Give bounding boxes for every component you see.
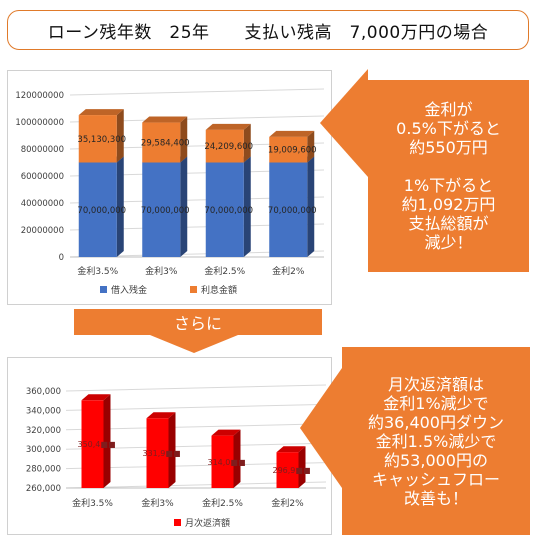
bar-interest [205,129,244,163]
x-tick-label: 金利3.5% [72,497,113,509]
callout1-line: 約550万円 [409,138,488,157]
bar-monthly [81,400,104,488]
x-tick-label: 金利3.5% [77,265,118,277]
legend-entry: 月次返済額 [185,517,230,529]
legend-swatch [174,519,181,526]
legend-swatch [190,286,197,293]
callout2-line: 改善も！ [403,488,468,508]
callout1-line: 約1,092万円 [401,195,496,214]
x-tick-label: 金利2.5% [202,497,243,509]
data-label: 331,9■■ [142,449,180,458]
page-title: ローン残年数 25年 支払い残高 7,000万円の場合 [47,22,489,43]
callout2-line: 金利1.5%減少で [375,431,497,451]
bar-monthly-top [146,412,176,419]
bar-monthly-top [276,446,306,453]
bar-principal-side [116,156,124,257]
bar-interest-side [307,130,315,163]
y-tick-label: 80000000 [21,145,64,155]
callout1-arrow [320,69,368,177]
y-tick-label: 40000000 [21,199,64,209]
y-tick-label: 260,000 [26,484,61,494]
data-label: 70,000,000 [268,206,317,216]
callout-monthly-reduction: 月次返済額は 金利1%減少で 約36,400円ダウン 金利1.5%減少で 約53,000… [342,347,530,535]
x-tick-label: 金利2% [271,497,304,509]
bar-monthly [276,452,299,488]
x-tick-label: 金利3% [141,497,174,509]
x-tick-label: 金利2.5% [204,265,245,277]
title-box: ローン残年数 25年 支払い残高 7,000万円の場合 [7,10,529,50]
y-tick-label: 280,000 [26,465,61,475]
y-tick-label: 20000000 [21,226,64,236]
data-label: 29,584,400 [141,139,190,149]
data-label: 19,009,600 [268,146,317,156]
bar-principal-side [307,156,315,257]
callout2-line: キャッシュフロー [371,469,500,489]
y-tick-label: 340,000 [26,406,61,416]
callout2-line: 約36,400円ダウン [368,412,504,432]
x-tick-label: 金利2% [272,265,305,277]
gridline [65,384,327,392]
bar-monthly-side [168,412,176,488]
y-tick-label: 0 [59,253,64,263]
y-tick-label: 320,000 [26,426,61,436]
callout1-line: 減少！ [424,233,473,252]
stacked-bar-chart: 0 20000000 40000000 60000000 80000000 1000000… [15,88,325,296]
data-label: 350,4■■ [77,440,115,449]
gridline [69,88,325,96]
data-label: 70,000,000 [204,206,253,216]
bar-interest [78,115,117,163]
bar-monthly [211,435,234,488]
bar-interest-top [142,116,188,123]
callout1-line: 支払総額が [408,214,489,233]
bar-interest-side [180,116,188,163]
bar-monthly-top [81,394,111,401]
bar-interest [142,122,181,163]
data-label: 70,000,000 [77,206,126,216]
bar-principal [142,162,181,257]
monthly-chart-panel: 260,000 280,000 300,000 320,000 340,000 360,0… [7,357,332,535]
bar-monthly [146,418,169,488]
bar-interest-top [269,130,315,137]
down-arrow [150,335,238,353]
data-label: 70,000,000 [141,206,190,216]
bar-monthly-top [211,429,241,436]
callout2-arrow [300,368,342,488]
callout1-line: 1%下がると [403,176,494,195]
bar-principal [78,162,117,257]
bar-monthly-side [233,429,241,488]
callout-total-reduction: 金利が 0.5%下がると 約550万円 1%下がると 約1,092万円 支払総額が 減少！ [368,80,529,272]
bar-interest [269,136,308,163]
sarani-banner: さらに [74,309,322,335]
data-label: 314,0■■ [207,458,245,467]
bar-interest-top [205,123,251,130]
data-label: 35,130,300 [77,135,126,145]
data-label: 24,209,600 [204,142,253,152]
callout2-line: 金利1%減少で [383,393,489,413]
callout2-line: 約53,000円の [384,450,488,470]
callout1-line: 0.5%下がると [396,119,501,138]
bar-interest-side [116,109,124,163]
bar-principal-side [243,156,251,257]
y-tick-label: 360,000 [26,387,61,397]
bar-monthly-side [103,394,111,488]
x-tick-label: 金利3% [145,265,178,277]
callout1-line: 金利が [424,100,473,119]
legend-entry: 利息金額 [201,284,237,296]
callout1-line [368,157,529,176]
data-label: 296,9■■ [272,466,310,475]
y-tick-label: 120000000 [15,91,64,101]
y-tick-label: 300,000 [26,445,61,455]
callout2-line: 月次返済額は [387,374,484,394]
bar-interest-top [78,109,124,116]
bar-principal-side [180,156,188,257]
bar-principal [205,162,244,257]
legend-swatch [100,286,107,293]
y-tick-label: 100000000 [15,118,64,128]
bar-interest-side [243,123,251,163]
stacked-chart-panel: 0 20000000 40000000 60000000 80000000 1000000… [7,70,332,305]
monthly-payment-chart: 260,000 280,000 300,000 320,000 340,000 360,0… [26,384,327,529]
y-tick-label: 60000000 [21,172,64,182]
bar-principal [269,162,308,257]
legend-entry: 借入残金 [111,284,147,296]
